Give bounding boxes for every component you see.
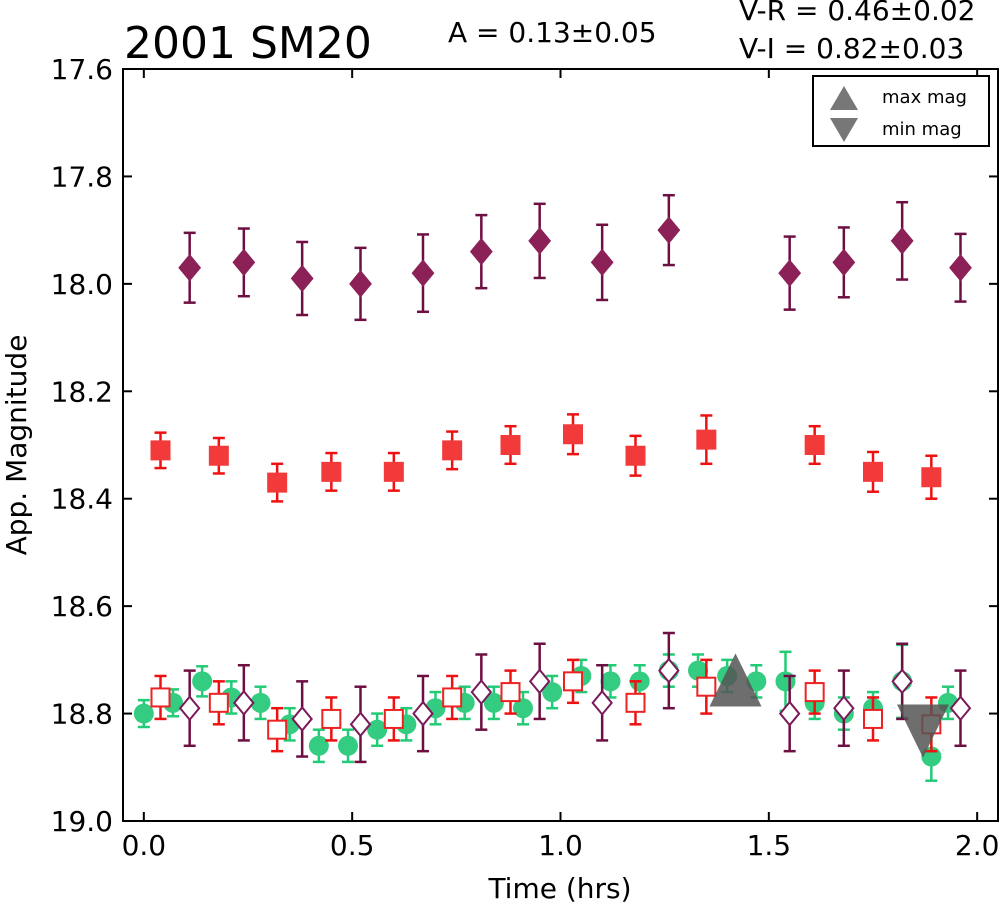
data-point [696, 429, 717, 450]
data-point [542, 682, 563, 703]
data-point [696, 676, 717, 697]
data-point [778, 259, 802, 287]
data-point [411, 259, 435, 287]
legend-min-mag-label: min mag [882, 119, 962, 140]
data-point [804, 682, 825, 703]
data-point [591, 689, 613, 716]
data-point [367, 719, 388, 740]
legend-max-mag-label: max mag [882, 87, 967, 108]
data-point [863, 461, 883, 482]
data-point [321, 708, 342, 729]
x-tick-label: 0.0 [122, 829, 167, 862]
data-point [383, 461, 404, 482]
y-tick-label: 17.6 [51, 53, 113, 86]
y-tick-label: 18.2 [51, 375, 113, 408]
data-point [321, 461, 342, 482]
data-point [528, 668, 551, 695]
data-point [513, 698, 533, 719]
data-point [625, 692, 646, 713]
data-point [290, 264, 314, 293]
legend-max-mag-marker [830, 86, 858, 110]
y-tick-label: 18.6 [51, 590, 113, 623]
data-point [863, 708, 883, 729]
data-point [208, 692, 229, 713]
max-mag-marker [709, 653, 762, 707]
series-2 [133, 643, 958, 782]
legend: max mag min mag [812, 75, 990, 147]
data-point [590, 248, 614, 277]
data-point [232, 248, 256, 277]
x-tick-label: 1.5 [747, 829, 792, 862]
data-point [921, 467, 942, 488]
data-point [688, 660, 708, 681]
data-point [775, 671, 796, 692]
data-point [349, 270, 372, 298]
axes: 0.0 0.5 1.0 1.5 2.0 17.6 17.8 18.0 18.2 18.4 18.6 1… [51, 53, 1000, 862]
legend-min-mag-marker [830, 118, 858, 142]
x-tick-label: 2.0 [955, 829, 1000, 862]
data-point [233, 689, 255, 716]
data-point [528, 227, 552, 255]
data-point [208, 445, 229, 466]
x-tick-label: 1.0 [538, 829, 583, 862]
data-point [308, 735, 329, 756]
x-tick-label: 0.5 [330, 829, 375, 862]
data-point [500, 682, 521, 703]
data-point [483, 692, 504, 713]
data-point [600, 671, 621, 692]
vr-color-annotation: V-R = 0.46±0.02 [739, 0, 975, 27]
plot-marks [133, 193, 972, 782]
data-point [178, 253, 202, 282]
data-point [804, 435, 825, 455]
data-point [890, 227, 914, 255]
x-axis-label: Time (hrs) [487, 872, 631, 904]
data-point [192, 671, 213, 692]
y-axis-label: App. Magnitude [0, 335, 33, 556]
data-point [778, 700, 801, 727]
data-point [657, 216, 681, 244]
y-tick-label: 19.0 [51, 805, 113, 838]
series-0 [178, 193, 972, 322]
data-point [291, 705, 313, 733]
data-point [383, 708, 404, 729]
min-mag-marker [897, 704, 949, 758]
data-point [338, 735, 358, 756]
chart-title: 2001 SM20 [124, 18, 372, 69]
data-point [442, 440, 463, 461]
series-1 [150, 413, 942, 503]
data-point [133, 703, 154, 724]
y-tick-label: 18.4 [51, 483, 113, 516]
data-point [412, 700, 434, 727]
data-point [658, 657, 680, 684]
data-point [349, 711, 372, 738]
data-point [949, 695, 972, 722]
data-point [150, 687, 171, 708]
y-tick-label: 17.8 [51, 160, 113, 193]
data-point [250, 692, 271, 713]
data-point [563, 671, 583, 692]
amplitude-annotation: A = 0.13±0.05 [448, 16, 657, 49]
vi-color-annotation: V-I = 0.82±0.03 [739, 32, 964, 65]
data-point [832, 248, 856, 277]
data-point [150, 440, 171, 461]
data-point [563, 424, 583, 445]
data-point [949, 253, 972, 282]
y-tick-label: 18.0 [51, 268, 113, 301]
y-tick-label: 18.8 [51, 698, 113, 731]
data-point [500, 435, 521, 455]
data-point [833, 695, 855, 722]
data-point [267, 472, 288, 493]
data-point [178, 695, 201, 722]
data-point [267, 719, 288, 740]
data-point [469, 237, 493, 266]
data-point [625, 445, 646, 466]
data-point [891, 668, 913, 695]
data-point [470, 679, 493, 706]
data-point [442, 687, 463, 708]
